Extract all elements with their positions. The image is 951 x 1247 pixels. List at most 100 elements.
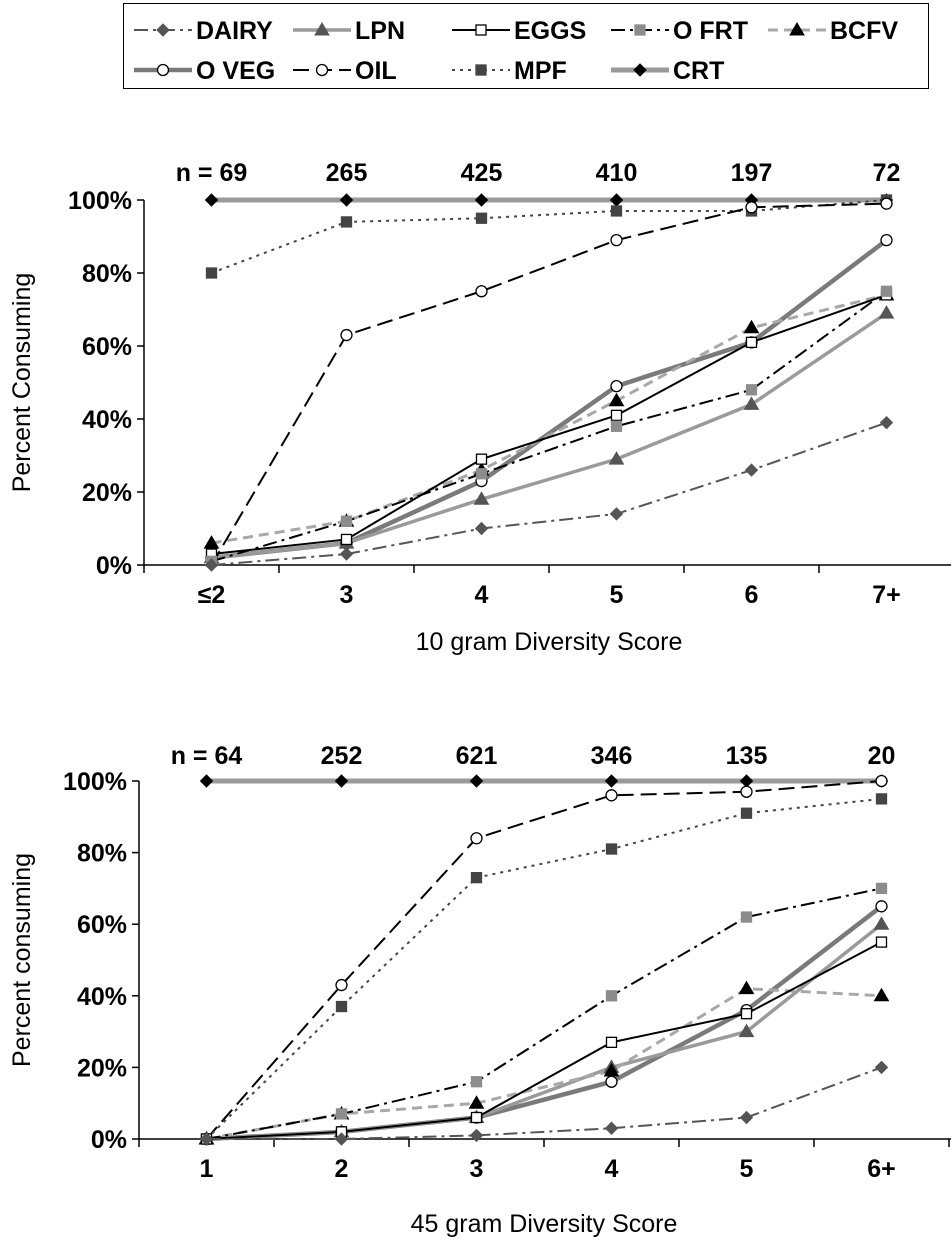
series-line-dairy [211, 421, 887, 566]
series-line-eggs [211, 293, 887, 556]
series-line-o-frt [211, 290, 888, 563]
point-oil [475, 285, 488, 298]
point-dairy [474, 521, 489, 536]
point-oil [880, 197, 893, 210]
point-lpn [878, 305, 895, 319]
legend-item-eggs: EGGS [452, 17, 586, 45]
y-tick-label: 100% [68, 187, 132, 215]
x-tick-label: 4 [475, 581, 489, 609]
point-crt [474, 193, 489, 207]
y-tick-label: 0% [91, 1126, 127, 1154]
legend-marker-o-frt [634, 24, 646, 36]
point-bcfv [873, 987, 890, 1002]
x-tick-label: 3 [340, 581, 354, 609]
legend-marker-crt [633, 63, 647, 77]
point-crt [469, 774, 484, 788]
legend-marker-lpn [314, 22, 330, 36]
point-o-frt [740, 911, 753, 923]
legend [123, 3, 929, 89]
point-oil [340, 328, 353, 342]
legend-label-lpn: LPN [355, 17, 405, 45]
point-eggs [875, 936, 888, 948]
legend-item-lpn: LPN [293, 17, 405, 45]
point-lpn [608, 451, 625, 465]
point-o-frt [610, 420, 623, 432]
point-o-veg [610, 379, 623, 393]
point-mpf [475, 212, 488, 224]
x-tick-label: 5 [610, 581, 624, 609]
legend-item-oil: OIL [293, 57, 397, 85]
point-crt [204, 193, 219, 207]
point-crt [609, 193, 624, 207]
x-tick-label: 6 [745, 581, 759, 609]
y-tick-label: 80% [77, 840, 127, 868]
series-line-lpn [211, 311, 888, 560]
x-tick-label: 7+ [872, 581, 901, 609]
series-line-bcfv [206, 987, 882, 1141]
point-oil [610, 233, 623, 247]
legend-item-bcfv: BCFV [768, 17, 898, 45]
x-axis-title: 45 gram Diversity Score [411, 1210, 678, 1238]
y-tick-label: 20% [82, 479, 132, 507]
point-o-veg [605, 1075, 618, 1088]
point-eggs [475, 453, 488, 465]
point-mpf [875, 793, 888, 805]
point-eggs [610, 409, 623, 422]
point-o-frt [745, 384, 758, 396]
x-tick-label: 6+ [867, 1155, 896, 1183]
legend-item-dairy: DAIRY [134, 17, 273, 45]
point-o-frt [475, 468, 488, 480]
legend-label-o-veg: O VEG [196, 57, 275, 85]
n-label: n = 64 [171, 742, 243, 770]
n-label: 621 [456, 742, 498, 770]
point-crt [339, 193, 354, 207]
point-dairy [609, 507, 624, 521]
n-label: 410 [596, 159, 638, 187]
legend-marker-oil [315, 63, 329, 77]
point-bcfv [603, 1062, 620, 1077]
series-line-eggs [206, 941, 882, 1140]
y-tick-label: 40% [77, 983, 127, 1011]
point-o-frt [335, 1108, 348, 1120]
y-axis-title: Percent consuming [8, 853, 36, 1067]
legend-item-o-frt: O FRT [611, 17, 748, 45]
y-tick-label: 20% [77, 1054, 127, 1082]
point-eggs [605, 1036, 618, 1048]
legend-label-o-frt: O FRT [673, 17, 748, 45]
point-bcfv [743, 319, 760, 334]
n-label: 265 [326, 159, 368, 187]
point-lpn [738, 1023, 755, 1038]
legend-label-mpf: MPF [514, 57, 567, 85]
legend-entries: DAIRY LPN EGGS O FRT BCFV O VEG OIL MPF CRT [134, 17, 898, 85]
series-line-mpf [211, 199, 887, 274]
point-crt [739, 774, 754, 788]
point-oil [875, 774, 888, 788]
legend-label-oil: OIL [355, 57, 397, 85]
point-bcfv [738, 980, 755, 995]
legend-item-crt: CRT [611, 57, 724, 85]
legend-marker-dairy [156, 23, 170, 37]
point-eggs [745, 336, 758, 349]
point-oil [470, 832, 483, 845]
point-o-frt [340, 515, 353, 527]
point-dairy [874, 1060, 889, 1075]
series-line-dairy [206, 1066, 882, 1140]
x-tick-label: 5 [740, 1155, 754, 1183]
point-o-veg [880, 233, 893, 247]
point-dairy [604, 1121, 619, 1135]
y-tick-label: 100% [63, 768, 127, 796]
series-line-o-veg [211, 238, 888, 560]
x-axis-title: 10 gram Diversity Score [416, 628, 683, 656]
point-dairy [469, 1128, 484, 1143]
point-lpn [743, 396, 760, 410]
point-mpf [340, 216, 353, 228]
chart-10-gram: 0% 20% 40% 60% 80% 100% ≤2 3 4 5 6 7+ n = 69 265 425 41… [8, 159, 951, 656]
legend-item-mpf: MPF [452, 57, 567, 85]
legend-label-bcfv: BCFV [830, 17, 898, 45]
point-eggs [470, 1111, 483, 1124]
series-line-lpn [206, 922, 883, 1141]
point-dairy [334, 1132, 349, 1146]
n-label: 135 [726, 742, 768, 770]
point-dairy [744, 463, 759, 477]
series-line-oil [205, 780, 882, 1140]
